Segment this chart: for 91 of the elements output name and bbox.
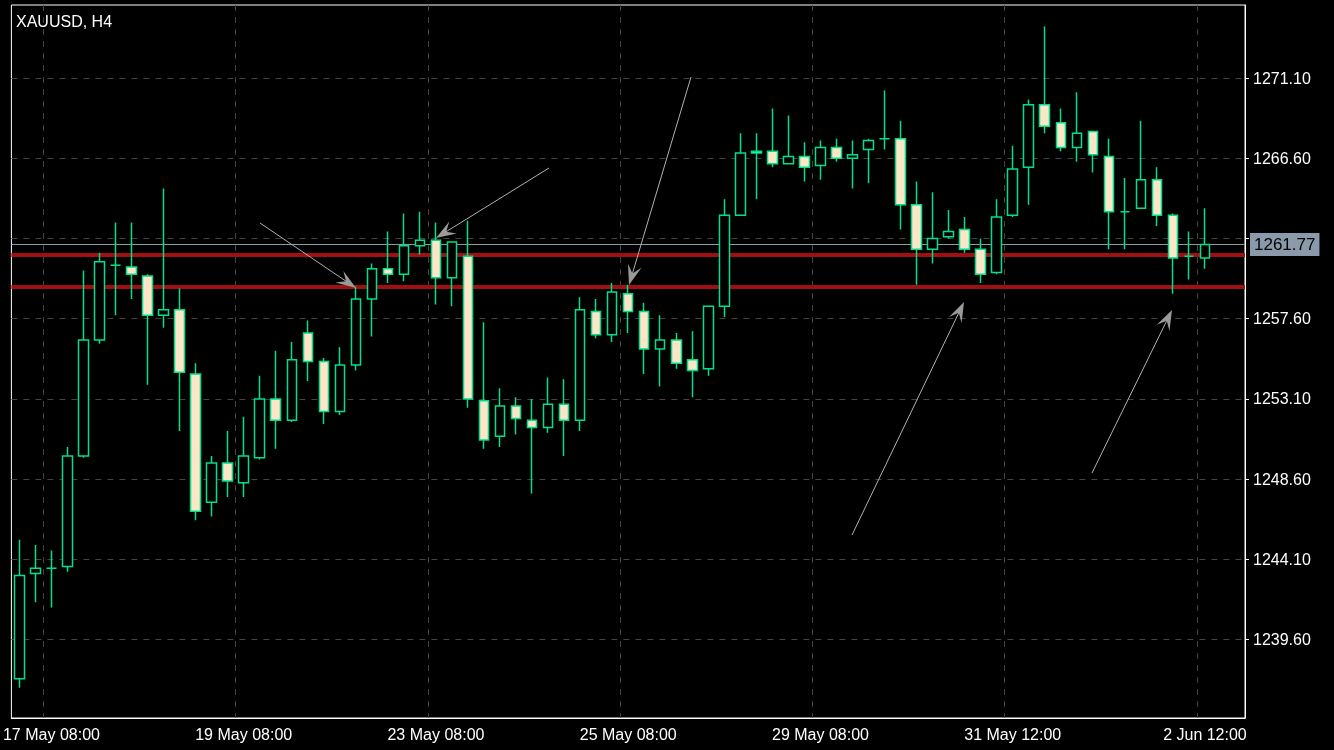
candlestick (366, 262, 378, 338)
candlestick (1038, 25, 1051, 135)
candlestick (1087, 130, 1099, 174)
candlestick (302, 319, 314, 382)
candlestick (77, 269, 90, 459)
candlestick (686, 330, 699, 398)
candlestick (734, 132, 747, 217)
candlestick (286, 341, 298, 423)
x-tick-label: 2 Jun 12:00 (1163, 725, 1247, 743)
candlestick (702, 305, 715, 377)
candlestick (382, 230, 394, 284)
y-tick-label: 1244.10 (1253, 550, 1311, 568)
candlestick (61, 446, 74, 573)
candlestick (590, 298, 602, 340)
candlestick (670, 332, 683, 370)
candlestick (221, 430, 234, 498)
candlestick (910, 180, 923, 286)
candlestick (93, 252, 106, 345)
candlestick (13, 539, 26, 689)
candlestick (526, 398, 538, 495)
candlestick (1135, 120, 1147, 209)
y-tick-label: 1239.60 (1253, 631, 1311, 649)
x-tick-label: 19 May 08:00 (195, 725, 293, 743)
candlestick (558, 378, 570, 457)
candlestick (830, 137, 843, 163)
chart-title: XAUUSD, H4 (16, 12, 113, 30)
y-tick-label: 1248.60 (1253, 470, 1311, 488)
candlestick (430, 221, 442, 306)
candlestick (974, 237, 987, 284)
candlestick (318, 357, 330, 425)
candlestick (990, 198, 1003, 275)
candlestick (622, 284, 634, 334)
candlestick (414, 211, 426, 256)
candlestick (253, 375, 266, 461)
candlestick (462, 219, 474, 409)
candlestick (45, 549, 58, 609)
candlestick (926, 191, 939, 265)
candlestick (109, 221, 122, 316)
y-tick-label: 1266.60 (1253, 149, 1311, 167)
candlestick (1006, 145, 1019, 218)
x-tick-label: 29 May 08:00 (771, 725, 870, 743)
candlestick (750, 132, 763, 201)
candlestick (173, 287, 186, 432)
candlestick (1151, 166, 1163, 227)
candlestick (1103, 137, 1115, 250)
candlestick (157, 187, 170, 329)
candlestick (29, 544, 42, 603)
candlestick (814, 139, 827, 181)
ref-line-label: 1261.77 (1254, 234, 1316, 254)
x-tick-label: 25 May 08:00 (579, 725, 677, 743)
candlestick (894, 120, 907, 231)
candlestick (446, 241, 458, 307)
candlestick (269, 350, 282, 450)
candlestick (766, 107, 779, 168)
candlestick (125, 221, 138, 300)
candlestick (1199, 207, 1211, 270)
candlestick (942, 209, 955, 240)
candlestick (878, 89, 891, 151)
x-tick-label: 17 May 08:00 (2, 725, 101, 743)
candlestick (542, 376, 554, 434)
y-tick-label: 1253.10 (1253, 390, 1311, 408)
candlestick (350, 285, 362, 372)
candlestick (141, 273, 154, 386)
y-tick-label: 1257.60 (1253, 310, 1311, 328)
candlestick (1167, 212, 1179, 295)
candlestick (638, 301, 650, 375)
candlestick (846, 139, 859, 190)
candlestick (798, 141, 811, 183)
candlestick (606, 282, 618, 343)
candlestick (1022, 98, 1035, 206)
candlestick (237, 416, 250, 498)
candlestick (510, 396, 522, 436)
candlestick (398, 212, 410, 283)
y-tick-label: 1271.10 (1253, 69, 1311, 87)
candlestick (958, 216, 971, 254)
x-tick-label: 23 May 08:00 (387, 725, 485, 743)
candlestick (494, 387, 506, 448)
x-tick-label: 31 May 12:00 (964, 725, 1062, 743)
candlestick (334, 346, 346, 416)
candlestick (1055, 107, 1067, 152)
candlestick (1119, 177, 1131, 250)
candlestick (718, 198, 731, 318)
candlestick (574, 296, 586, 432)
candlestick (478, 321, 490, 450)
candlestick (782, 114, 795, 165)
candlestick (654, 314, 666, 388)
candlestick (1071, 91, 1083, 163)
candlestick (189, 362, 202, 521)
candlestick (862, 137, 875, 184)
candlestick (205, 455, 218, 518)
candlestick (1183, 230, 1195, 281)
